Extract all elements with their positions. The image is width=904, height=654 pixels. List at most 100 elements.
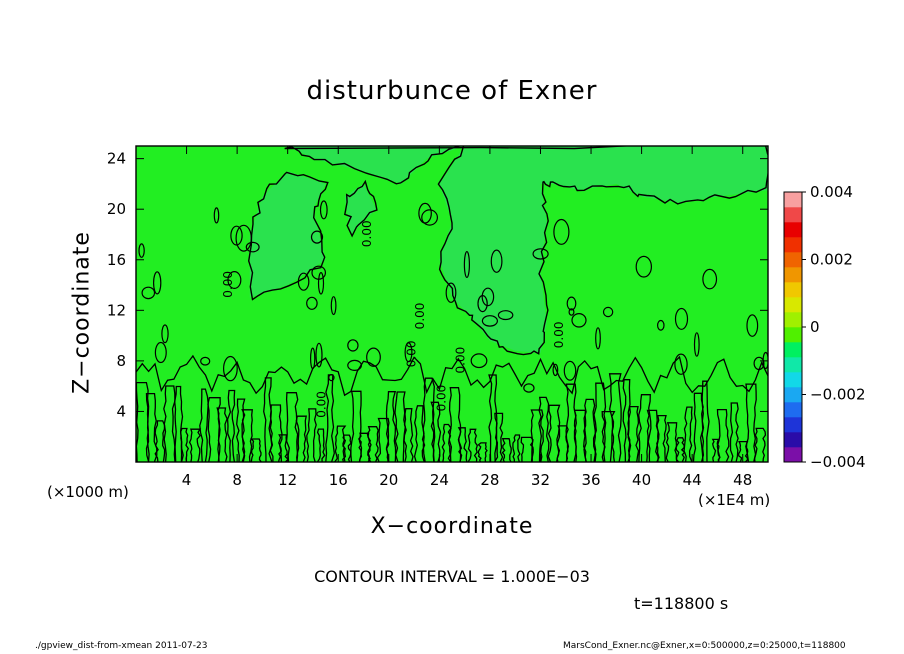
contour-blob <box>152 271 162 295</box>
lighter-region-3 <box>344 183 377 235</box>
contour-loop <box>729 402 739 462</box>
contour-loop <box>403 408 414 462</box>
contour-loop <box>711 438 721 462</box>
colorbar-swatch <box>784 192 802 208</box>
contour-loop <box>269 404 283 462</box>
contour-blob <box>532 248 549 260</box>
contour-loop <box>520 436 534 462</box>
contour-blob <box>481 315 498 327</box>
contour-blob <box>523 383 535 393</box>
contour-blob <box>595 327 601 350</box>
contour-loop <box>376 417 390 462</box>
contour-blob <box>497 310 514 321</box>
contour-loop <box>638 394 652 462</box>
contour-loop <box>180 427 190 462</box>
contour-blob <box>230 225 243 246</box>
contour-loop <box>494 412 504 462</box>
lighter-region-2 <box>249 171 326 298</box>
contour-loop <box>199 388 209 462</box>
contour-blob <box>297 272 310 291</box>
contour-blob <box>566 296 577 311</box>
contour-loop <box>430 401 442 462</box>
contour-blob <box>470 353 488 369</box>
contour-loop <box>250 438 262 462</box>
plot-field: 0.00 0.00 0.00 0.00 0.00 0.00 0.00 0.00 <box>136 146 768 462</box>
contour-blob <box>702 268 718 290</box>
x-tick-label: 28 <box>480 471 499 489</box>
colorbar-tick-label: −0.002 <box>810 386 866 404</box>
contour-blob <box>310 230 324 244</box>
contour-loop <box>295 415 307 462</box>
contour-blob <box>347 339 359 352</box>
contour-blob <box>674 307 689 330</box>
contour-blob <box>213 207 220 224</box>
y-tick-label: 20 <box>107 200 126 218</box>
contour-loop <box>565 383 577 462</box>
contour-blob <box>306 296 318 310</box>
colorbar-swatch <box>784 252 802 268</box>
contour-blob <box>317 271 325 295</box>
contour-blob <box>141 286 156 300</box>
contour-loop <box>716 408 730 462</box>
contour-blob <box>635 255 653 278</box>
contour-blob <box>463 251 470 279</box>
contour-loop <box>627 405 640 462</box>
colorbar-tick-label: −0.004 <box>810 453 866 471</box>
x-unit-label: (×1000 m) <box>47 483 129 501</box>
lighter-region-1 <box>287 146 768 354</box>
contour-blob <box>366 347 381 367</box>
contour-loop <box>457 427 468 462</box>
contour-loop <box>583 398 597 462</box>
contour-loop <box>753 427 767 462</box>
contour-blob <box>154 341 167 364</box>
contour-loop <box>501 438 512 462</box>
contour-loop <box>241 409 254 462</box>
contour-blob <box>568 308 575 316</box>
colorbar-swatch <box>784 267 802 283</box>
contour-loop <box>675 437 686 462</box>
contour-blob <box>200 356 211 366</box>
contour-loop <box>226 389 236 462</box>
contour-blob <box>245 241 260 253</box>
contour-blob <box>563 360 577 381</box>
footer-left: ./gpview_dist-from-xmean 2011-07-23 <box>35 641 208 651</box>
contour-blob <box>656 319 665 331</box>
contour-label: 0.00 <box>360 220 374 247</box>
colorbar-swatch <box>784 432 802 448</box>
y-tick-label: 16 <box>107 251 126 269</box>
colorbar-swatch <box>784 402 802 418</box>
contour-loop <box>145 392 158 462</box>
contour-blob <box>693 332 700 357</box>
contour-blob <box>553 218 570 245</box>
contour-loop <box>573 409 587 462</box>
colorbar-swatch <box>784 312 802 328</box>
colorbar-swatch <box>784 357 802 373</box>
y-tick-label: 4 <box>116 402 126 420</box>
contour-loop <box>188 428 202 462</box>
contour-loop <box>656 414 667 462</box>
contour-blob <box>319 200 328 220</box>
x-tick-label: 20 <box>379 471 398 489</box>
contour-blob <box>552 363 559 377</box>
chart-title: disturbunce of Exner <box>306 76 598 106</box>
colorbar-tick-label: 0 <box>810 318 820 336</box>
contour-label: 0.00 <box>413 303 427 330</box>
contour-loop <box>538 396 550 462</box>
contour-loop <box>366 426 379 462</box>
contour-blob <box>602 306 614 318</box>
contour-blob <box>418 202 432 224</box>
x-tick-label: 16 <box>329 471 348 489</box>
x-tick-label: 8 <box>232 471 242 489</box>
contour-loop <box>477 442 488 462</box>
x-tick-label: 36 <box>581 471 600 489</box>
colorbar-swatch <box>784 282 802 298</box>
colorbar-swatch <box>784 222 802 238</box>
x-tick-label: 40 <box>632 471 651 489</box>
contour-loop <box>601 410 616 462</box>
contour-loop <box>357 432 372 462</box>
contour-loop <box>216 407 228 462</box>
contour-line-region-1 <box>284 146 768 356</box>
contour-loop <box>530 409 544 462</box>
contour-label: 0.00 <box>315 391 329 418</box>
contour-blob <box>571 312 587 328</box>
